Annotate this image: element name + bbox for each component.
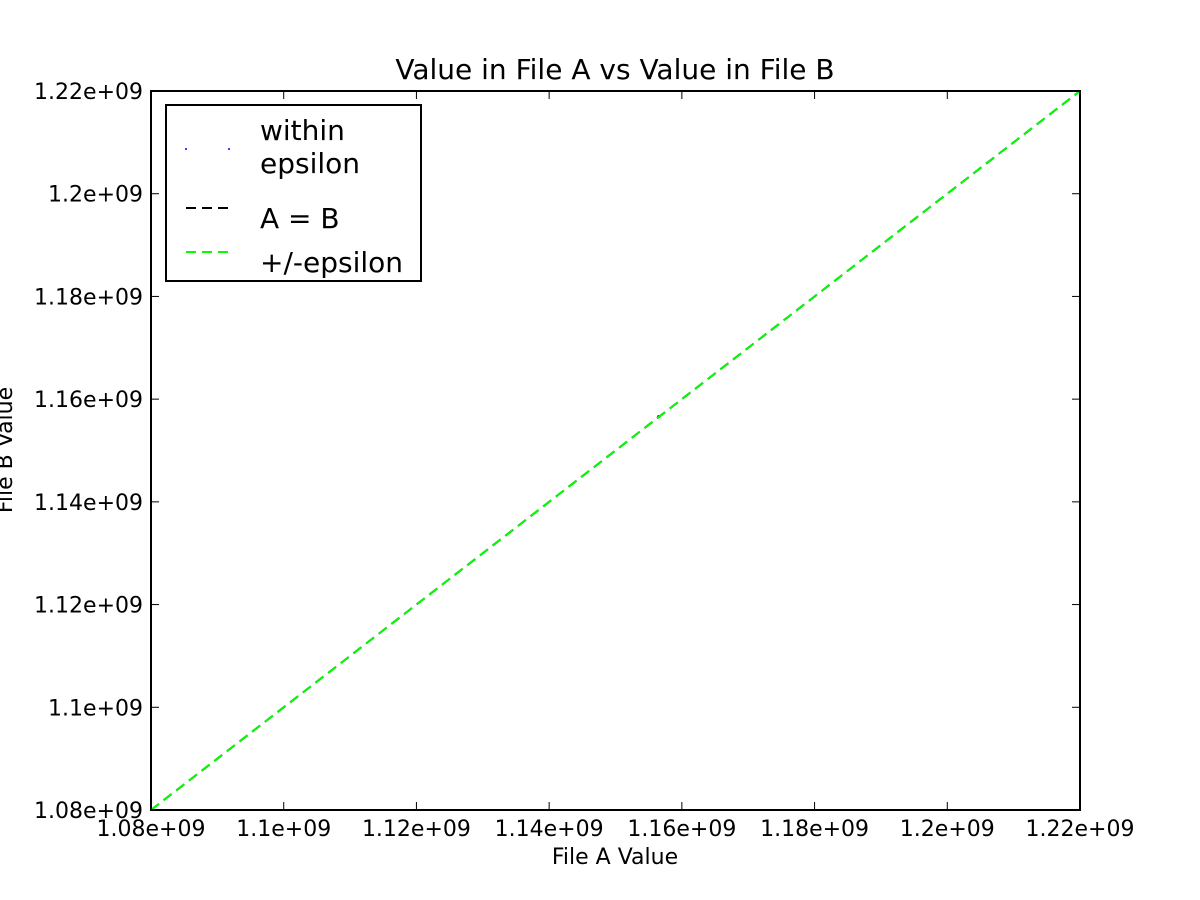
legend-marker bbox=[228, 148, 230, 150]
x-tick-label: 1.14e+09 bbox=[495, 817, 604, 842]
plot-frame bbox=[150, 90, 1081, 811]
legend-entries: within epsilon A = B +/-epsilon bbox=[185, 114, 403, 279]
x-tick-label: 1.2e+09 bbox=[900, 817, 995, 842]
y-tick-label: 1.12e+09 bbox=[34, 594, 143, 619]
x-tick-label: 1.08e+09 bbox=[97, 817, 206, 842]
chart-title: Value in File A vs Value in File B bbox=[395, 53, 834, 86]
x-axis-label: File A Value bbox=[552, 845, 678, 870]
legend-marker bbox=[185, 148, 187, 150]
x-tick-label: 1.16e+09 bbox=[627, 817, 736, 842]
y-tick-label: 1.18e+09 bbox=[34, 285, 143, 310]
x-tick-label: 1.18e+09 bbox=[760, 817, 869, 842]
ticks-layer: 1.08e+09 1.1e+09 1.12e+09 1.14e+09 1.16e+09 1… bbox=[34, 80, 1134, 842]
x-tick-label: 1.1e+09 bbox=[236, 817, 331, 842]
y-tick-label: 1.16e+09 bbox=[34, 388, 143, 413]
legend: within epsilon A = B +/-epsilon bbox=[165, 104, 422, 282]
y-axis-label: File B Value bbox=[0, 387, 18, 513]
y-tick-label: 1.08e+09 bbox=[34, 799, 143, 824]
y-tick-label: 1.14e+09 bbox=[34, 491, 143, 516]
x-tick-label: 1.12e+09 bbox=[362, 817, 471, 842]
legend-label: +/-epsilon bbox=[260, 246, 403, 279]
series-line-2 bbox=[150, 90, 1081, 811]
legend-label: within epsilon bbox=[260, 114, 360, 180]
x-tick-label: 1.22e+09 bbox=[1026, 817, 1135, 842]
series-layer bbox=[150, 90, 1081, 811]
y-tick-label: 1.22e+09 bbox=[34, 80, 143, 105]
legend-label: A = B bbox=[260, 202, 340, 235]
y-tick-label: 1.2e+09 bbox=[48, 183, 143, 208]
y-tick-label: 1.1e+09 bbox=[48, 696, 143, 721]
